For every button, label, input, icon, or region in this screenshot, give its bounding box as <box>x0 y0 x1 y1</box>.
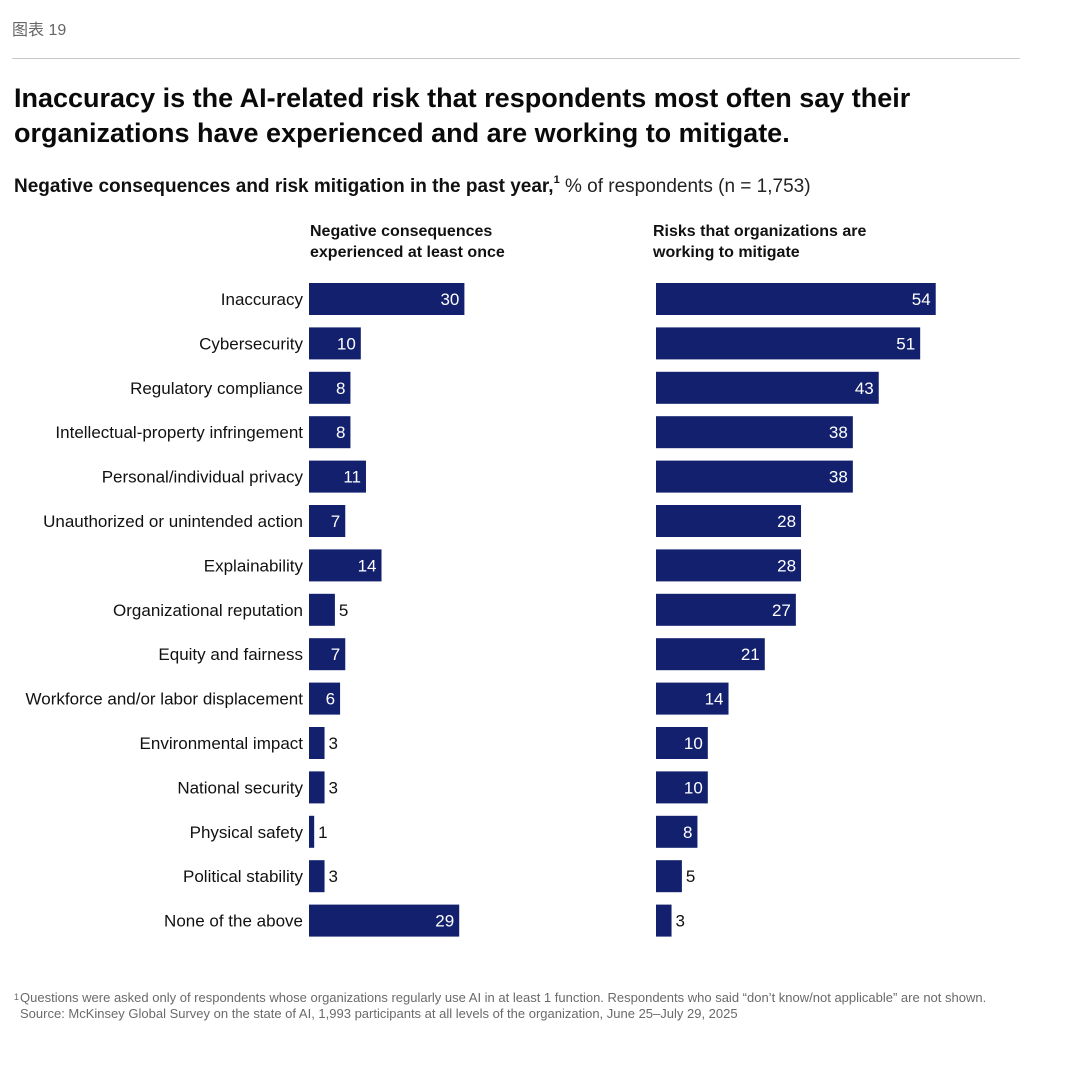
category-label-physical-safety: Physical safety <box>190 823 304 842</box>
subtitle-unit: % of respondents (n = 1,753) <box>559 176 811 197</box>
consequence-value-organizational-reputation: 5 <box>339 601 348 620</box>
category-label-national-security: National security <box>177 778 303 797</box>
mitigation-bar-political-stability <box>656 860 682 893</box>
mitigation-value-physical-safety: 8 <box>683 823 692 842</box>
consequence-bar-intellectual-property-infringement <box>309 416 351 449</box>
mitigation-value-workforce-and-or-labor-displacement: 14 <box>705 690 724 709</box>
mitigation-bar-environmental-impact <box>656 727 708 759</box>
consequence-bar-political-stability <box>309 860 325 893</box>
consequence-bar-unauthorized-or-unintended-action <box>309 505 346 537</box>
category-label-environmental-impact: Environmental impact <box>140 734 304 753</box>
mitigation-bar-inaccuracy <box>656 283 936 315</box>
mitigation-bar-workforce-and-or-labor-displacement <box>656 682 729 715</box>
subtitle-main: Negative consequences and risk mitigatio… <box>14 176 554 197</box>
consequence-bar-national-security <box>309 771 325 804</box>
consequence-value-explainability: 14 <box>358 556 377 575</box>
divider <box>12 58 1020 59</box>
consequence-bar-workforce-and-or-labor-displacement <box>309 682 341 715</box>
mitigation-value-none-of-the-above: 3 <box>676 912 685 931</box>
mitigation-value-environmental-impact: 10 <box>684 734 703 753</box>
consequence-bar-organizational-reputation <box>309 593 335 626</box>
consequence-value-equity-and-fairness: 7 <box>331 645 340 664</box>
category-label-cybersecurity: Cybersecurity <box>199 334 303 353</box>
mitigation-bar-none-of-the-above <box>656 904 672 937</box>
category-label-none-of-the-above: None of the above <box>164 912 303 931</box>
source-note: Source: McKinsey Global Survey on the st… <box>20 1006 738 1021</box>
mitigation-bar-cybersecurity <box>656 327 921 360</box>
mitigation-value-unauthorized-or-unintended-action: 28 <box>777 512 796 531</box>
consequence-bar-inaccuracy <box>309 283 465 315</box>
right-panel-header: Risks that organizations are working to … <box>653 223 867 261</box>
category-label-equity-and-fairness: Equity and fairness <box>158 645 303 664</box>
consequence-bar-physical-safety <box>309 815 315 848</box>
consequence-bar-none-of-the-above <box>309 904 460 937</box>
mitigation-value-regulatory-compliance: 43 <box>855 379 874 398</box>
mitigation-bar-regulatory-compliance <box>656 371 879 404</box>
consequence-value-environmental-impact: 3 <box>329 734 338 753</box>
category-label-explainability: Explainability <box>204 556 304 575</box>
category-label-regulatory-compliance: Regulatory compliance <box>130 379 303 398</box>
mitigation-bar-unauthorized-or-unintended-action <box>656 505 802 537</box>
mitigation-value-inaccuracy: 54 <box>912 290 931 309</box>
consequence-value-national-security: 3 <box>329 778 338 797</box>
category-label-political-stability: Political stability <box>183 867 303 886</box>
category-label-organizational-reputation: Organizational reputation <box>113 601 303 620</box>
mitigation-value-intellectual-property-infringement: 38 <box>829 423 848 442</box>
consequence-bar-explainability <box>309 549 382 582</box>
mitigation-bar-organizational-reputation <box>656 593 796 626</box>
category-label-personal-individual-privacy: Personal/individual privacy <box>102 468 304 487</box>
category-label-inaccuracy: Inaccuracy <box>221 290 304 309</box>
category-label-unauthorized-or-unintended-action: Unauthorized or unintended action <box>43 512 303 531</box>
mitigation-bar-intellectual-property-infringement <box>656 416 853 449</box>
footnotes: 1 Questions were asked only of responden… <box>14 990 1024 1022</box>
mitigation-value-personal-individual-privacy: 38 <box>829 468 848 487</box>
consequence-value-regulatory-compliance: 8 <box>336 379 345 398</box>
consequence-value-political-stability: 3 <box>329 867 338 886</box>
left-panel-header: Negative consequences experienced at lea… <box>310 223 505 261</box>
footnote-1: 1 Questions were asked only of responden… <box>14 990 1024 1006</box>
mitigation-value-equity-and-fairness: 21 <box>741 645 760 664</box>
mitigation-bar-equity-and-fairness <box>656 638 765 671</box>
consequence-bar-cybersecurity <box>309 327 361 360</box>
consequence-bar-personal-individual-privacy <box>309 460 366 493</box>
subtitle-footnote-mark: 1 <box>553 174 560 186</box>
footnote-mark: 1 <box>14 992 20 1002</box>
consequence-value-physical-safety: 1 <box>318 823 327 842</box>
consequence-bar-regulatory-compliance <box>309 371 351 404</box>
category-label-intellectual-property-infringement: Intellectual-property infringement <box>55 423 303 442</box>
figure-label: 图表 19 <box>12 22 67 39</box>
category-label-workforce-and-or-labor-displacement: Workforce and/or labor displacement <box>26 690 304 709</box>
consequence-value-intellectual-property-infringement: 8 <box>336 423 345 442</box>
consequence-value-cybersecurity: 10 <box>337 334 356 353</box>
chart-title: Inaccuracy is the AI-related risk that r… <box>14 83 911 148</box>
mitigation-bar-personal-individual-privacy <box>656 460 853 493</box>
mitigation-value-national-security: 10 <box>684 778 703 797</box>
mitigation-value-organizational-reputation: 27 <box>772 601 791 620</box>
consequence-value-inaccuracy: 30 <box>440 290 459 309</box>
footnote-text: Questions were asked only of respondents… <box>20 990 987 1005</box>
chart-subtitle: Negative consequences and risk mitigatio… <box>14 174 811 198</box>
consequence-value-personal-individual-privacy: 11 <box>343 468 361 487</box>
consequence-value-workforce-and-or-labor-displacement: 6 <box>326 690 335 709</box>
mitigation-bar-physical-safety <box>656 815 698 848</box>
mitigation-value-cybersecurity: 51 <box>896 334 915 353</box>
mitigation-value-political-stability: 5 <box>686 867 695 886</box>
mitigation-value-explainability: 28 <box>777 556 796 575</box>
consequence-value-none-of-the-above: 29 <box>435 912 454 931</box>
consequence-value-unauthorized-or-unintended-action: 7 <box>331 512 340 531</box>
consequence-bar-environmental-impact <box>309 727 325 759</box>
mitigation-bar-explainability <box>656 549 802 582</box>
mitigation-bar-national-security <box>656 771 708 804</box>
consequence-bar-equity-and-fairness <box>309 638 346 671</box>
